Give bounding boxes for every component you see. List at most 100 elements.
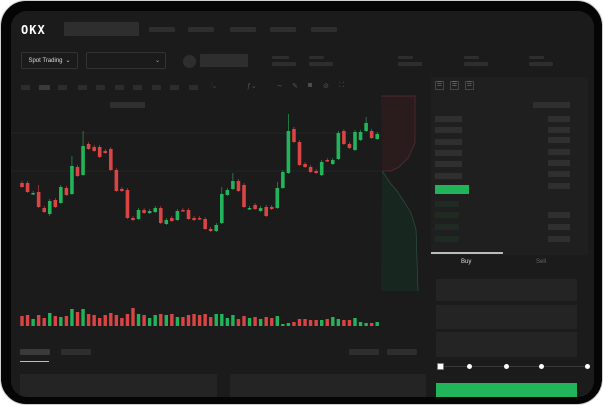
amount-input[interactable] xyxy=(436,305,577,329)
price-chart[interactable] xyxy=(11,11,594,397)
slider-step[interactable] xyxy=(585,364,590,369)
filter-button[interactable] xyxy=(349,349,379,355)
orderbook-cell xyxy=(548,137,570,143)
stat-label xyxy=(529,56,544,59)
draw-icon[interactable]: ✎ xyxy=(292,83,298,90)
volume-bar xyxy=(192,314,196,326)
volume-bars xyxy=(20,308,379,326)
candle xyxy=(314,171,318,173)
buy-submit-button[interactable] xyxy=(436,383,577,397)
slider-handle[interactable] xyxy=(437,363,444,370)
candle-type-icon[interactable]: ⫶⌄ xyxy=(211,82,217,89)
volume-bar xyxy=(92,315,96,326)
volume-bar xyxy=(114,315,119,326)
candle xyxy=(181,210,185,212)
nav-item[interactable] xyxy=(230,27,256,32)
timeframe-button[interactable] xyxy=(152,85,161,90)
volume-bar xyxy=(225,318,230,326)
candle xyxy=(258,208,263,211)
indicator-icon[interactable]: ƒ⌄ xyxy=(247,83,257,90)
price-input[interactable] xyxy=(436,279,577,301)
volume-bar xyxy=(336,319,341,326)
nav-item[interactable] xyxy=(311,27,337,32)
orderbook-cell xyxy=(435,173,462,179)
tab-open-orders[interactable] xyxy=(20,349,50,355)
buy-tab[interactable]: Buy xyxy=(461,259,472,265)
slider-step[interactable] xyxy=(504,364,509,369)
line-icon[interactable]: ∼ xyxy=(277,83,283,90)
camera-icon[interactable]: ◙ xyxy=(308,82,313,89)
search-bar[interactable] xyxy=(64,22,139,36)
nav-item[interactable] xyxy=(149,27,175,32)
pair-dropdown[interactable]: ⌄ xyxy=(86,52,166,69)
candle xyxy=(220,194,224,223)
slider-step[interactable] xyxy=(539,364,544,369)
settings-icon[interactable]: ⊘ xyxy=(323,83,329,90)
timeframe-button[interactable] xyxy=(133,85,142,90)
timeframe-button[interactable] xyxy=(78,85,87,90)
nav-item[interactable] xyxy=(188,27,214,32)
timeframe-button[interactable] xyxy=(189,85,198,90)
candle xyxy=(236,181,241,191)
volume-bar xyxy=(186,315,191,326)
volume-bar xyxy=(109,313,113,326)
sell-tab[interactable]: Sell xyxy=(536,259,547,265)
volume-bar xyxy=(303,319,307,326)
volume-bar xyxy=(342,320,346,326)
timeframe-button[interactable] xyxy=(96,85,105,90)
amount-slider[interactable] xyxy=(440,366,588,367)
volume-bar xyxy=(247,318,252,326)
timeframe-button[interactable] xyxy=(115,85,124,90)
candle xyxy=(136,210,141,219)
volume-bar xyxy=(325,319,329,326)
stat-label xyxy=(309,56,324,59)
market-type-selector[interactable]: Spot Trading ⌄ xyxy=(21,52,78,69)
candle xyxy=(325,160,330,162)
orders-panel xyxy=(20,374,217,397)
candle xyxy=(336,133,341,159)
volume-bar xyxy=(75,312,80,326)
stat-value xyxy=(464,62,488,66)
candle xyxy=(269,207,274,209)
tab-history[interactable] xyxy=(61,349,91,355)
nav-item[interactable] xyxy=(270,27,296,32)
market-type-label: Spot Trading xyxy=(28,57,63,64)
candle xyxy=(253,205,257,209)
okx-logo[interactable]: OKX xyxy=(21,23,46,37)
timeframe-button-active[interactable] xyxy=(39,85,50,90)
orderbook-cell xyxy=(435,150,462,156)
volume-bar xyxy=(31,319,35,326)
asks-icon[interactable]: ☰ xyxy=(465,81,474,90)
volume-bar xyxy=(98,318,102,326)
timeframe-button[interactable] xyxy=(58,85,67,90)
total-input[interactable] xyxy=(436,332,577,357)
candle xyxy=(214,225,219,231)
volume-bar xyxy=(136,314,141,326)
volume-bar xyxy=(275,316,279,326)
candle xyxy=(358,132,363,140)
volume-bar xyxy=(314,320,318,326)
fullscreen-icon[interactable]: ⛶ xyxy=(339,82,344,89)
candle xyxy=(31,193,35,195)
volume-bar xyxy=(20,316,24,326)
timeframe-button[interactable] xyxy=(21,85,30,90)
filter-button[interactable] xyxy=(387,349,417,355)
both-sides-icon[interactable]: ☰ xyxy=(435,81,444,90)
volume-bar xyxy=(86,314,91,326)
volume-bar xyxy=(236,319,241,326)
orderbook-cell xyxy=(435,224,459,230)
orderbook-cell xyxy=(435,161,462,167)
chevron-down-icon: ⌄ xyxy=(154,58,160,64)
candle xyxy=(92,147,96,151)
timeframe-button[interactable] xyxy=(170,85,179,90)
candle xyxy=(142,210,146,213)
candle xyxy=(264,207,268,216)
candle xyxy=(164,220,169,224)
volume-bar xyxy=(197,315,202,326)
stat-value xyxy=(398,62,422,66)
candle xyxy=(197,218,202,220)
candle xyxy=(192,218,196,220)
slider-step[interactable] xyxy=(467,364,472,369)
bids-icon[interactable]: ☰ xyxy=(450,81,459,90)
candle xyxy=(103,151,108,153)
